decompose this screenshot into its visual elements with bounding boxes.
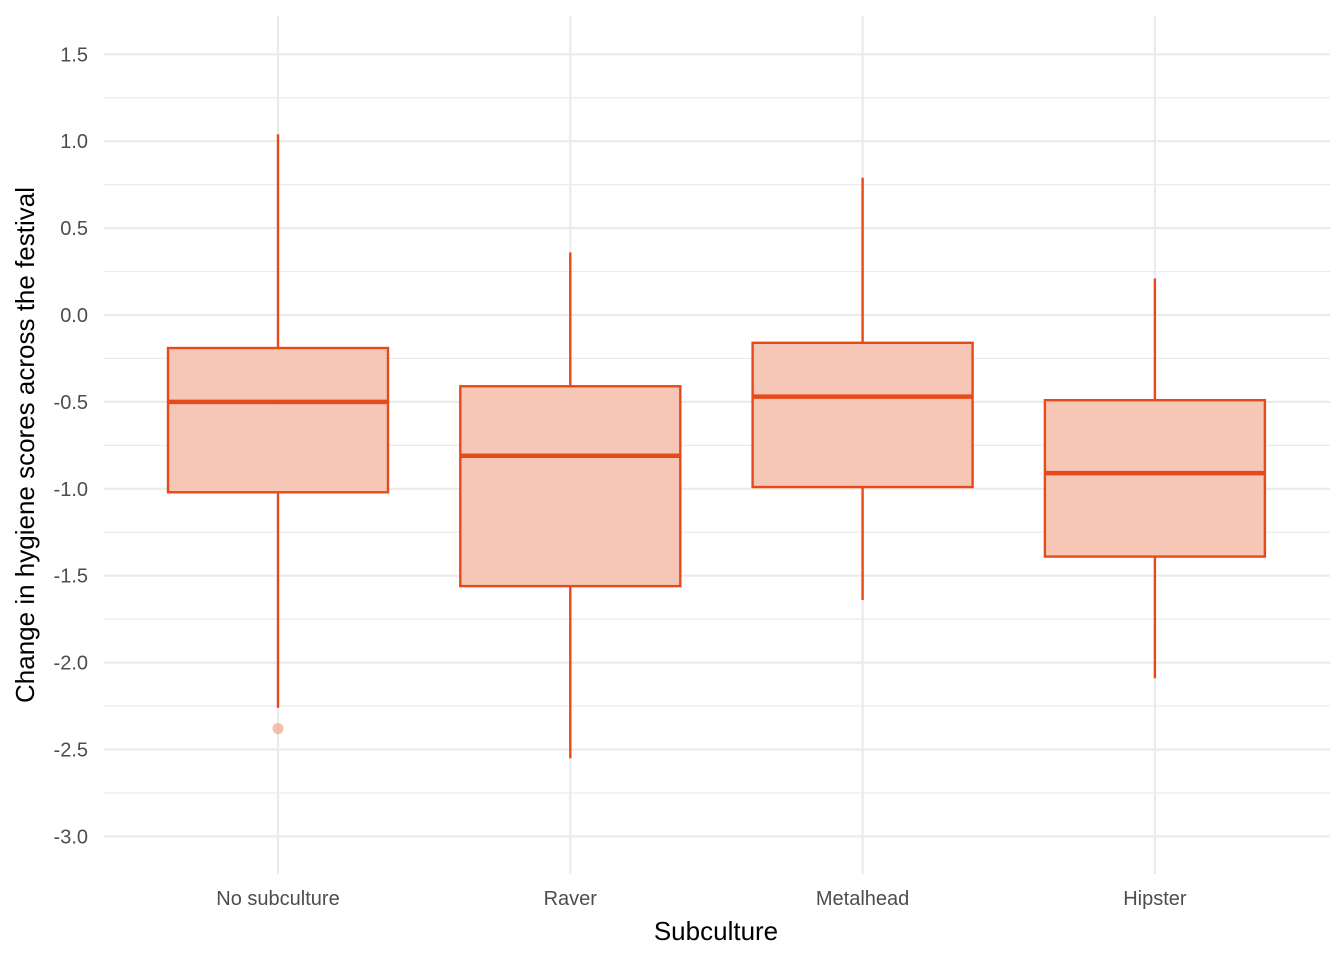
box-raver [459,252,682,759]
x-tick-label: Raver [544,888,598,910]
box-metalhead [751,177,974,601]
x-tick-label: Metalhead [816,888,909,910]
boxes [166,134,1267,759]
outlier-point [272,723,284,735]
y-tick-label: 1.5 [60,44,88,66]
x-tick-label: No subculture [216,888,339,910]
y-tick-label: -1.0 [54,479,88,501]
iqr-box [166,346,390,494]
x-tick-label: Hipster [1123,888,1187,910]
y-tick-label: 0.0 [60,305,88,327]
iqr-box [459,385,682,588]
iqr-box [1043,398,1267,558]
y-tick-label: -2.5 [54,740,88,762]
y-axis-title: Change in hygiene scores across the fest… [10,187,40,703]
x-axis-title: Subculture [654,916,778,946]
y-tick-label: 0.5 [60,218,88,240]
y-tick-label: -2.0 [54,653,88,675]
box-no-subculture [166,134,390,735]
y-tick-label: -3.0 [54,826,88,848]
x-axis-ticks: No subculture Raver Metalhead Hipster [216,888,1187,910]
y-axis-ticks: 1.5 1.0 0.5 0.0 -0.5 -1.0 -1.5 -2.0 -2.5 -3.0 [54,44,88,848]
y-tick-label: 1.0 [60,131,88,153]
box-hipster [1043,278,1267,679]
y-tick-label: -0.5 [54,392,88,414]
iqr-box [751,341,974,489]
y-tick-label: -1.5 [54,566,88,588]
